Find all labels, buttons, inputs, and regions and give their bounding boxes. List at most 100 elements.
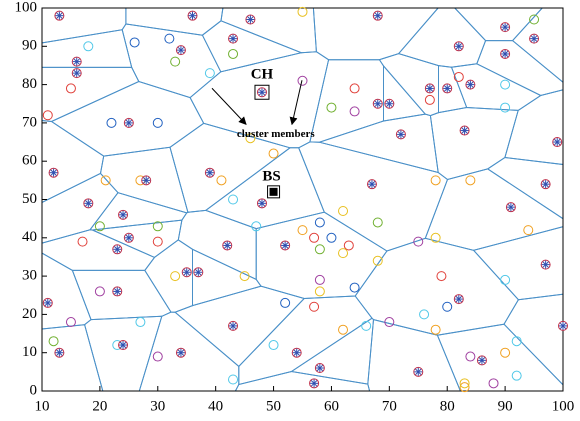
y-tick-label: 20 — [22, 306, 37, 322]
point — [280, 297, 291, 308]
asterisk-stroke — [143, 177, 150, 184]
y-tick-label: 50 — [22, 191, 37, 207]
asterisk-stroke — [247, 16, 254, 23]
point — [170, 56, 181, 67]
asterisk-stroke — [293, 349, 300, 356]
cluster-head — [500, 48, 511, 59]
point — [442, 301, 453, 312]
cluster-head — [112, 244, 123, 255]
asterisk-stroke — [73, 69, 80, 77]
cluster-head — [123, 232, 134, 243]
point — [465, 175, 476, 186]
cluster-head — [71, 56, 82, 67]
asterisk-stroke — [415, 368, 422, 376]
point — [326, 232, 337, 243]
cluster-head-ring — [118, 340, 129, 351]
point — [83, 41, 94, 52]
point — [228, 48, 239, 59]
point — [384, 317, 395, 328]
cluster-head — [187, 10, 198, 21]
asterisk-stroke — [183, 269, 190, 276]
point — [349, 83, 360, 94]
cluster-head-ring — [540, 259, 551, 270]
y-tick-label: 60 — [22, 153, 37, 169]
cluster-head — [442, 83, 453, 94]
cluster-head — [141, 175, 152, 186]
point — [338, 205, 349, 216]
point — [152, 236, 163, 247]
point — [251, 221, 262, 232]
asterisk-stroke — [114, 246, 121, 253]
cluster-head — [291, 347, 302, 358]
point — [245, 133, 256, 144]
asterisk-stroke — [177, 46, 185, 54]
cluster-head — [309, 378, 320, 389]
point — [204, 68, 215, 79]
asterisk-stroke — [467, 81, 474, 88]
cluster-head-ring — [175, 347, 186, 358]
cluster-head-ring — [71, 56, 82, 67]
cluster-head-ring — [187, 10, 198, 21]
cluster-head — [48, 167, 59, 178]
cluster-head-ring — [123, 117, 134, 128]
point — [361, 320, 372, 331]
asterisk-stroke — [281, 242, 289, 249]
point — [170, 271, 181, 282]
cluster-head-ring — [366, 179, 377, 190]
point — [424, 94, 435, 105]
asterisk-stroke — [224, 242, 231, 249]
asterisk-stroke — [177, 349, 185, 356]
cluster-head — [413, 366, 424, 377]
asterisk-stroke — [119, 211, 127, 219]
point — [239, 271, 250, 282]
asterisk-stroke — [455, 295, 462, 303]
point — [297, 225, 308, 236]
arrow — [289, 80, 303, 126]
plot-frame — [41, 7, 564, 392]
cluster-head-ring — [442, 83, 453, 94]
voronoi-cell — [397, 7, 487, 68]
asterisk-stroke — [507, 203, 515, 211]
point — [164, 33, 175, 44]
cluster-head-ring — [291, 347, 302, 358]
asterisk-stroke — [455, 43, 462, 50]
asterisk-stroke — [386, 100, 393, 107]
point — [65, 317, 76, 328]
voronoi-cell — [450, 63, 542, 111]
cluster-head-ring — [222, 240, 233, 251]
point — [228, 194, 239, 205]
cluster-head — [540, 259, 551, 270]
point — [314, 286, 325, 297]
voronoi-cell — [220, 7, 317, 54]
cluster-head-ring — [204, 167, 215, 178]
cluster-head — [83, 198, 94, 209]
point — [314, 274, 325, 285]
voronoi-cell — [317, 113, 439, 174]
asterisk-stroke — [461, 127, 468, 134]
point — [500, 79, 511, 90]
asterisk-stroke — [119, 341, 127, 349]
cluster-head-ring — [540, 179, 551, 190]
cluster-head — [540, 179, 551, 190]
point — [297, 75, 308, 86]
point — [500, 102, 511, 113]
asterisk-stroke — [125, 119, 133, 127]
voronoi-cell — [41, 7, 127, 44]
point — [42, 110, 53, 121]
asterisk-stroke — [316, 364, 324, 372]
asterisk-stroke — [501, 23, 509, 31]
voronoi-cell — [90, 219, 183, 258]
cluster-head-ring — [112, 286, 123, 297]
x-tick-label: 20 — [92, 398, 107, 414]
voronoi-cell — [298, 141, 449, 252]
cluster-head — [118, 340, 129, 351]
point — [511, 370, 522, 381]
point — [430, 175, 441, 186]
cluster-head — [123, 117, 134, 128]
asterisk-stroke — [478, 357, 486, 364]
cluster-head — [453, 294, 464, 305]
cluster-head — [500, 22, 511, 33]
x-tick-label: 90 — [498, 398, 513, 414]
cluster-head-ring — [314, 363, 325, 374]
